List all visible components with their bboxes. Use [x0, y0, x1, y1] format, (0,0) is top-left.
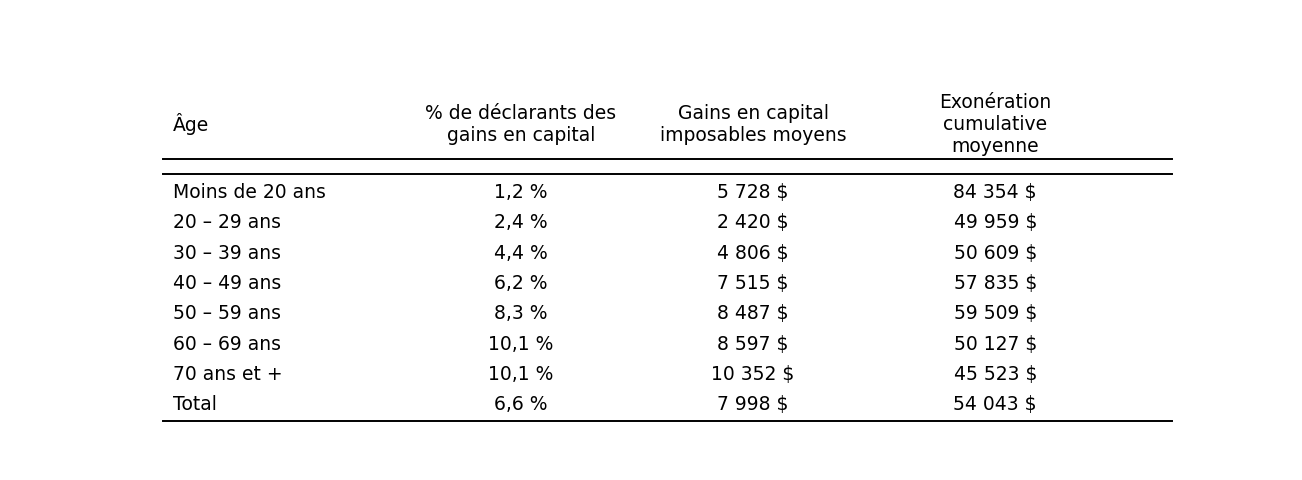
- Text: 40 – 49 ans: 40 – 49 ans: [173, 274, 281, 293]
- Text: 7 998 $: 7 998 $: [717, 395, 789, 414]
- Text: 49 959 $: 49 959 $: [953, 213, 1036, 232]
- Text: 4,4 %: 4,4 %: [493, 244, 548, 263]
- Text: % de déclarants des
gains en capital: % de déclarants des gains en capital: [426, 104, 617, 144]
- Text: 10 352 $: 10 352 $: [711, 365, 794, 384]
- Text: Moins de 20 ans: Moins de 20 ans: [173, 183, 326, 202]
- Text: 6,6 %: 6,6 %: [495, 395, 548, 414]
- Text: 70 ans et +: 70 ans et +: [173, 365, 283, 384]
- Text: 20 – 29 ans: 20 – 29 ans: [173, 213, 281, 232]
- Text: 57 835 $: 57 835 $: [953, 274, 1036, 293]
- Text: 60 – 69 ans: 60 – 69 ans: [173, 335, 281, 354]
- Text: Exonération
cumulative
moyenne: Exonération cumulative moyenne: [939, 93, 1051, 156]
- Text: 5 728 $: 5 728 $: [717, 183, 789, 202]
- Text: 4 806 $: 4 806 $: [717, 244, 789, 263]
- Text: 2,4 %: 2,4 %: [495, 213, 548, 232]
- Text: Âge: Âge: [173, 113, 210, 135]
- Text: 2 420 $: 2 420 $: [717, 213, 789, 232]
- Text: 6,2 %: 6,2 %: [495, 274, 548, 293]
- Text: 54 043 $: 54 043 $: [953, 395, 1036, 414]
- Text: 84 354 $: 84 354 $: [953, 183, 1036, 202]
- Text: 8,3 %: 8,3 %: [495, 304, 548, 323]
- Text: Total: Total: [173, 395, 216, 414]
- Text: 30 – 39 ans: 30 – 39 ans: [173, 244, 281, 263]
- Text: Gains en capital
imposables moyens: Gains en capital imposables moyens: [660, 104, 846, 144]
- Text: 10,1 %: 10,1 %: [488, 335, 553, 354]
- Text: 50 127 $: 50 127 $: [953, 335, 1036, 354]
- Text: 8 487 $: 8 487 $: [717, 304, 789, 323]
- Text: 10,1 %: 10,1 %: [488, 365, 553, 384]
- Text: 50 609 $: 50 609 $: [953, 244, 1036, 263]
- Text: 45 523 $: 45 523 $: [953, 365, 1036, 384]
- Text: 8 597 $: 8 597 $: [717, 335, 789, 354]
- Text: 59 509 $: 59 509 $: [953, 304, 1036, 323]
- Text: 1,2 %: 1,2 %: [495, 183, 548, 202]
- Text: 7 515 $: 7 515 $: [717, 274, 789, 293]
- Text: 50 – 59 ans: 50 – 59 ans: [173, 304, 281, 323]
